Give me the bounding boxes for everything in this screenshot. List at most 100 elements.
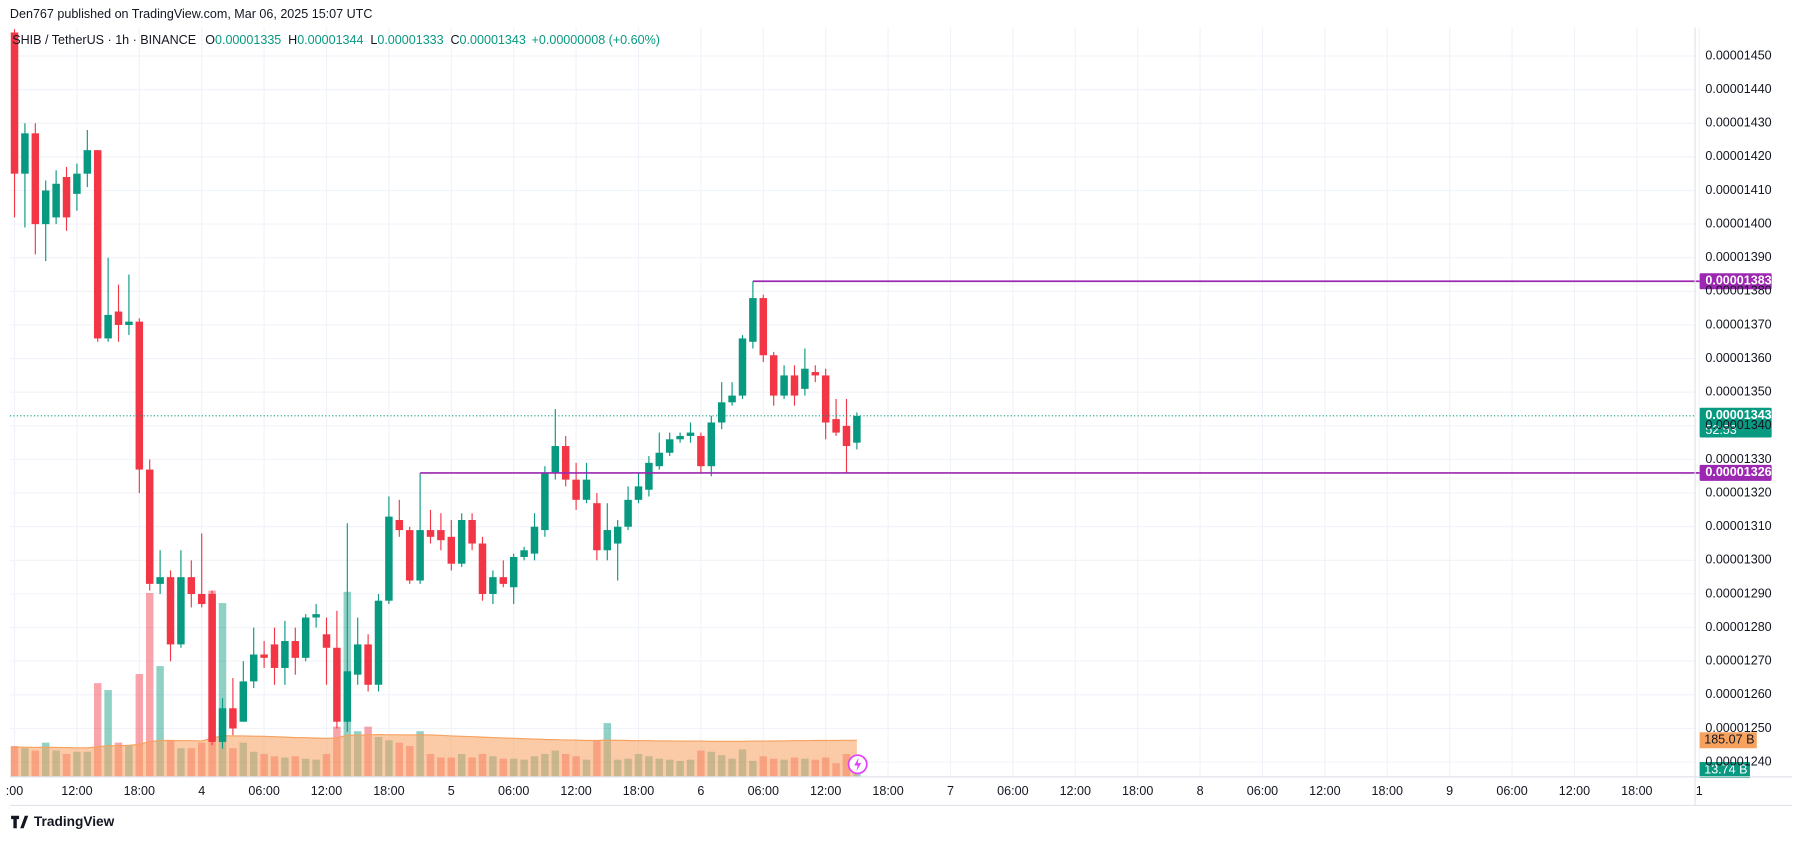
x-tick-label: 18:00	[623, 784, 654, 798]
candle-body	[520, 550, 528, 557]
watermark: TradingView	[34, 814, 115, 829]
x-tick-label: 4	[198, 784, 205, 798]
x-tick-label: 18:00	[1122, 784, 1153, 798]
candle-body	[135, 321, 144, 470]
candle-body	[301, 617, 310, 658]
volume-bar	[104, 690, 112, 777]
candle-body	[624, 499, 632, 527]
candle-body	[489, 577, 497, 594]
candle-body	[499, 577, 508, 584]
y-tick-label: 0.00001450	[1705, 48, 1771, 62]
candle-body	[10, 32, 19, 174]
logo-icon	[11, 815, 29, 829]
candle-body	[655, 452, 664, 467]
candle-body	[530, 526, 539, 554]
volume-ma-tag	[1699, 732, 1757, 749]
candle-body	[333, 647, 341, 722]
candle-body	[437, 530, 445, 541]
x-tick-label: 12:00	[560, 784, 591, 798]
candle-body	[821, 375, 830, 423]
candle-body	[790, 375, 799, 396]
candle-body	[52, 183, 60, 218]
candle-body	[842, 425, 851, 447]
candle-body	[811, 372, 820, 376]
candle-body	[364, 644, 372, 685]
candle-body	[665, 439, 674, 453]
y-tick-label: 0.00001340	[1705, 418, 1771, 432]
legend-value: 0.00001335	[215, 33, 281, 47]
candle-body	[697, 435, 705, 467]
candle-body	[270, 644, 279, 668]
candle-body	[322, 634, 331, 648]
x-tick-label: 06:00	[748, 784, 779, 798]
candle-body	[291, 641, 300, 658]
candle-body	[239, 681, 248, 722]
candle-body	[572, 479, 580, 500]
candle-body	[395, 519, 404, 531]
x-tick-label: 12:00	[311, 784, 342, 798]
candle-body	[561, 446, 570, 480]
x-tick-label: 12:00	[61, 784, 92, 798]
candle-body	[457, 519, 466, 564]
candle-body	[83, 150, 92, 174]
legend-key: H	[288, 33, 297, 47]
x-tick-label: 18:00	[373, 784, 404, 798]
candle-body	[125, 321, 133, 325]
candle-body	[166, 577, 175, 645]
lightning-icon	[847, 754, 868, 775]
x-tick-label: 12:00	[1309, 784, 1340, 798]
y-tick-label: 0.00001280	[1705, 620, 1771, 634]
legend-change: +0.00000008 (+0.60%)	[532, 33, 660, 47]
y-tick-label: 0.00001350	[1705, 385, 1771, 399]
candle-body	[281, 641, 289, 668]
x-tick-label: 12:00	[810, 784, 841, 798]
legend-value: 0.00001333	[377, 33, 443, 47]
candle-body	[93, 150, 102, 339]
candles	[10, 29, 861, 749]
y-tick-label: 0.00001270	[1705, 654, 1771, 668]
candle-body	[21, 133, 29, 174]
x-tick-label: 06:00	[997, 784, 1028, 798]
y-tick-label: 0.00001370	[1705, 317, 1771, 331]
y-tick-label: 0.00001260	[1705, 687, 1771, 701]
x-tick-label: 18:00	[124, 784, 155, 798]
candle-body	[104, 314, 112, 339]
volume-ma-tag-label: 185.07 B	[1704, 733, 1754, 747]
x-tick-label: :00	[6, 784, 23, 798]
x-tick-label: 06:00	[1496, 784, 1527, 798]
x-tick-label: 5	[448, 784, 455, 798]
x-tick-label: 6	[697, 784, 704, 798]
candle-body	[31, 133, 40, 225]
x-tick-label: 7	[947, 784, 954, 798]
candle-body	[582, 479, 591, 500]
candle-body	[177, 577, 185, 645]
candle-body	[749, 298, 757, 342]
level-tag-label: 0.00001326	[1705, 465, 1771, 479]
legend-key: L	[370, 33, 377, 47]
candle-body	[769, 355, 778, 396]
x-tick-label: 12:00	[1060, 784, 1091, 798]
x-tick-label: 8	[1197, 784, 1204, 798]
x-tick-label: 06:00	[498, 784, 529, 798]
candle-body	[717, 402, 726, 423]
candle-body	[603, 530, 612, 551]
volume-bar	[145, 592, 154, 777]
volume-tag	[1699, 762, 1750, 779]
y-tick-label: 0.00001400	[1705, 216, 1771, 230]
candle-body	[634, 486, 643, 500]
candle-body	[416, 530, 424, 581]
y-tick-label: 0.00001440	[1705, 82, 1771, 96]
x-tick-label: 9	[1446, 784, 1453, 798]
volume-bar	[135, 674, 144, 777]
y-tick-label: 0.00001430	[1705, 116, 1771, 130]
candle-body	[541, 472, 549, 531]
candle-body	[156, 577, 164, 584]
candle-body	[41, 190, 50, 225]
x-tick-label: 06:00	[1247, 784, 1278, 798]
candle-body	[613, 526, 622, 544]
candle-body	[249, 654, 258, 682]
candle-body	[853, 415, 861, 443]
